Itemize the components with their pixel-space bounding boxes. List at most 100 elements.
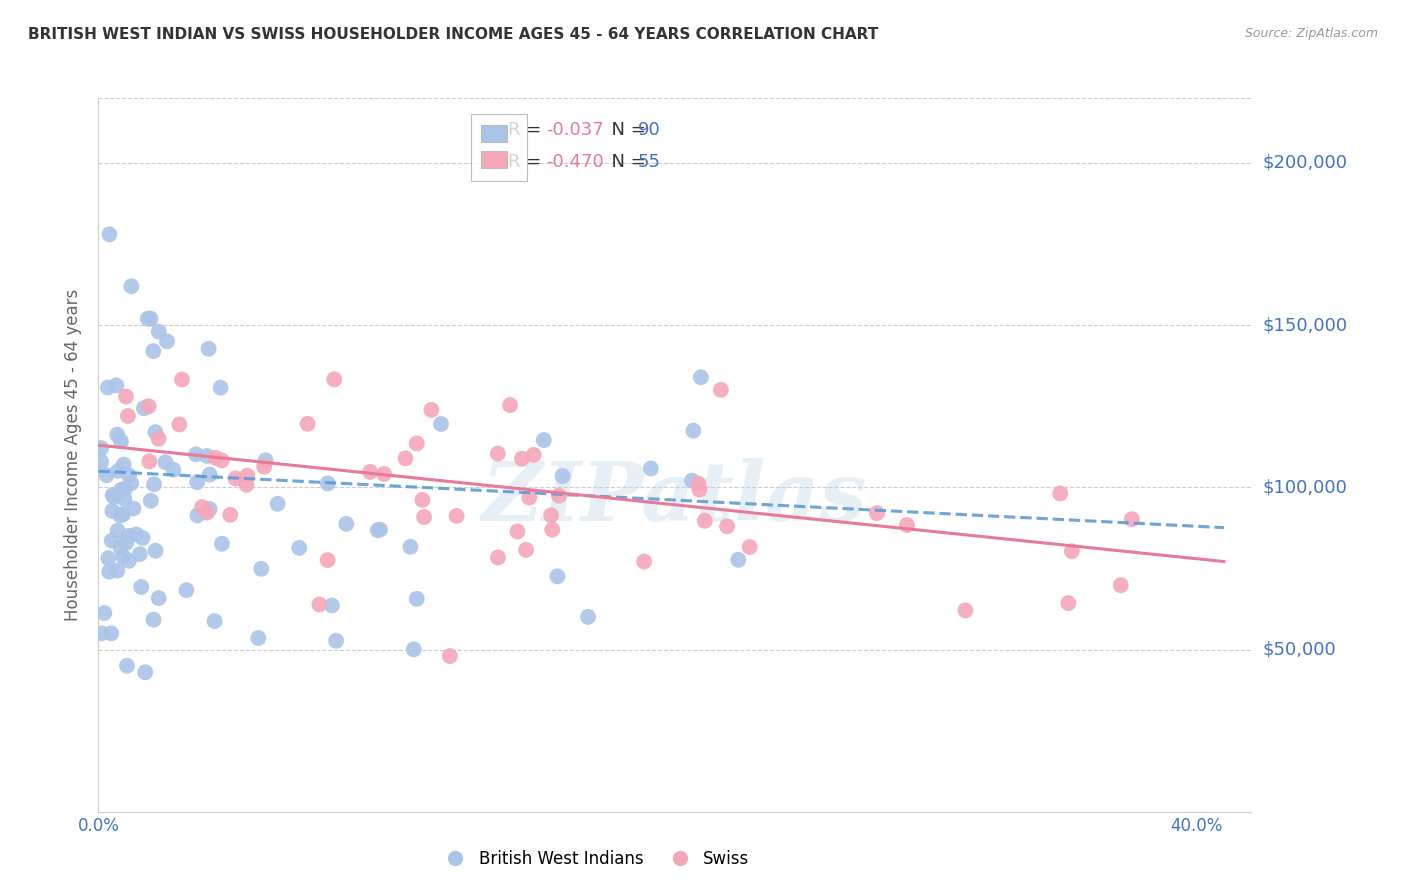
Point [548,489,571,503]
Point [235,478,257,492]
Point [110,540,132,554]
Text: $200,000: $200,000 [1263,154,1348,172]
Point [139,493,162,508]
Point [156,334,179,349]
Point [316,476,339,491]
Point [145,543,167,558]
Text: ZIPatlas: ZIPatlas [482,458,868,538]
Point [198,467,221,482]
Point [405,591,427,606]
Point [155,455,177,469]
Point [321,599,343,613]
Point [134,665,156,680]
Point [132,401,155,416]
Point [114,482,136,496]
Point [122,501,145,516]
Point [266,497,288,511]
Point [143,477,166,491]
Point [195,506,218,520]
Point [100,626,122,640]
Point [204,614,226,628]
Point [191,500,214,515]
Point [118,468,141,483]
Point [211,453,233,467]
Text: BRITISH WEST INDIAN VS SWISS HOUSEHOLDER INCOME AGES 45 - 64 YEARS CORRELATION C: BRITISH WEST INDIAN VS SWISS HOUSEHOLDER… [28,27,879,42]
Point [727,553,749,567]
Point [405,436,427,450]
Point [115,390,138,404]
Point [373,467,395,481]
Point [107,563,129,577]
Point [138,454,160,468]
Point [394,451,416,466]
Point [1049,486,1071,500]
Point [297,417,319,431]
Point [254,453,277,467]
Point [148,591,170,606]
Point [96,468,118,483]
Point [112,549,135,564]
Point [117,409,139,423]
Point [195,449,218,463]
Point [198,502,221,516]
Point [118,529,141,543]
Point [98,565,121,579]
Point [430,417,453,431]
Point [93,606,115,620]
Point [955,603,977,617]
Point [866,506,889,520]
Point [112,491,135,506]
Point [411,492,433,507]
Point [186,475,208,489]
Text: 55: 55 [638,153,661,171]
Point [738,540,761,554]
Point [107,524,129,538]
Point [142,344,165,359]
Point [413,510,436,524]
Point [316,553,339,567]
Point [186,508,208,523]
Point [138,399,160,413]
Text: -0.470: -0.470 [546,153,603,171]
Y-axis label: Householder Income Ages 45 - 64 years: Householder Income Ages 45 - 64 years [65,289,83,621]
Point [288,541,311,555]
Point [128,547,150,561]
Point [97,380,120,394]
Point [143,425,166,439]
Point [486,446,509,460]
Point [101,504,124,518]
Point [689,483,711,497]
Point [118,554,141,568]
Point [115,658,138,673]
Point [308,598,330,612]
Point [120,279,142,293]
Point [197,342,219,356]
Text: -0.037: -0.037 [546,121,603,139]
Text: Source: ZipAtlas.com: Source: ZipAtlas.com [1244,27,1378,40]
Point [576,610,599,624]
Point [110,508,132,523]
Point [136,311,159,326]
Point [359,465,381,479]
Point [896,518,918,533]
Point [1057,596,1080,610]
Text: 90: 90 [638,121,661,139]
Point [110,483,132,497]
Point [533,433,555,447]
Point [250,562,273,576]
Point [688,476,710,491]
Point [506,524,529,539]
Point [219,508,242,522]
Point [325,633,347,648]
Point [420,403,443,417]
Point [120,476,142,491]
Point [170,372,193,386]
Point [335,516,357,531]
Point [103,490,125,504]
Text: $50,000: $50,000 [1263,640,1337,658]
Text: $100,000: $100,000 [1263,478,1348,496]
Text: N =: N = [600,121,651,139]
Point [129,580,152,594]
Point [399,540,422,554]
Point [546,569,568,583]
